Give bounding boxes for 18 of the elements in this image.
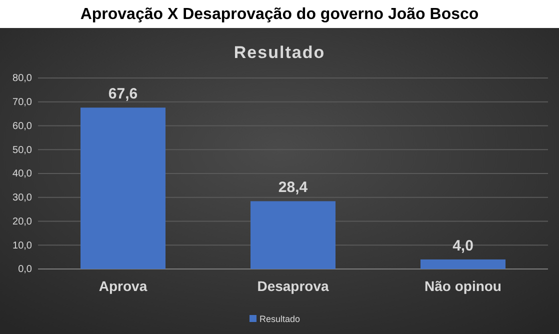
y-tick-label: 60,0	[12, 120, 32, 132]
chart-title: Aprovação X Desaprovação do governo João Bosco	[80, 6, 479, 23]
y-tick-label: 20,0	[12, 216, 32, 228]
data-label: 4,0	[452, 237, 474, 254]
x-tick-label: Desaprova	[257, 278, 330, 294]
chart-subtitle: Resultado	[234, 43, 326, 62]
y-tick-label: 50,0	[12, 144, 32, 156]
y-tick-label: 0,0	[18, 264, 32, 276]
y-tick-label: 70,0	[12, 97, 32, 108]
y-tick-label: 80,0	[12, 73, 32, 84]
x-tick-label: Não opinou	[424, 278, 502, 294]
y-tick-label: 10,0	[12, 240, 32, 252]
y-tick-label: 30,0	[12, 192, 32, 204]
data-label: 67,6	[108, 86, 138, 103]
y-tick-label: 40,0	[12, 168, 32, 180]
legend-label: Resultado	[260, 314, 300, 324]
data-label: 28,4	[278, 179, 308, 196]
x-tick-label: Aprova	[98, 278, 148, 294]
